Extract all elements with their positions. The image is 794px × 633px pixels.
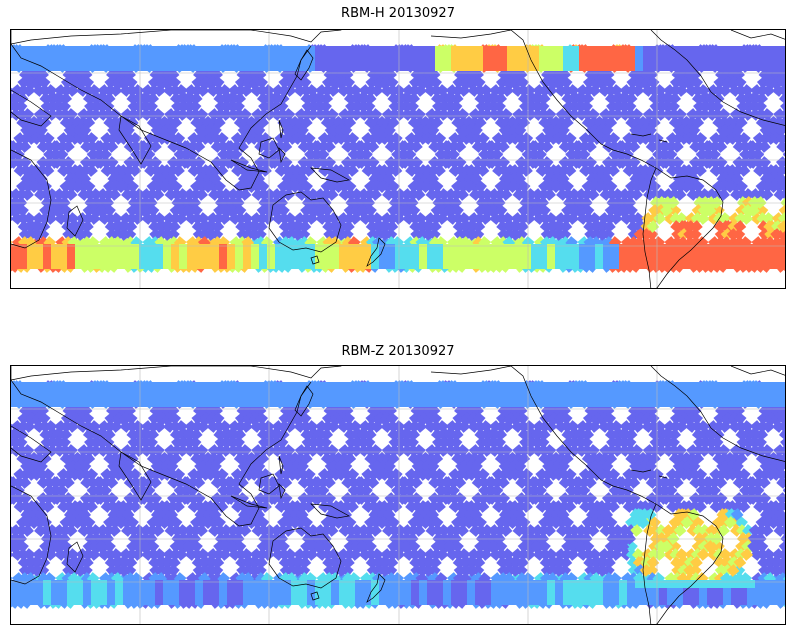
graticule (11, 30, 785, 288)
map-canvas-rbm-z (11, 366, 785, 624)
coastlines (11, 30, 785, 288)
swath-layer (11, 44, 785, 273)
panel-title-rbm-z: RBM-Z 20130927 (341, 344, 455, 359)
swath-layer (11, 380, 785, 609)
map-rbm-z (10, 365, 786, 625)
map-canvas-rbm-h (11, 30, 785, 288)
panel-title-rbm-h: RBM-H 20130927 (341, 6, 455, 21)
map-rbm-h (10, 29, 786, 289)
coastlines (11, 366, 785, 624)
graticule (11, 366, 785, 624)
